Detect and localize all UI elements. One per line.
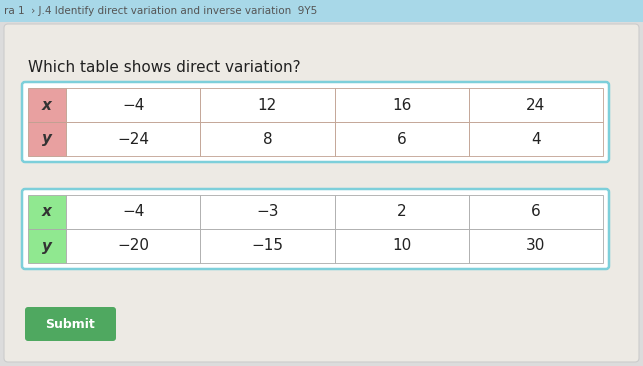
Text: 4: 4 xyxy=(531,131,541,146)
Bar xyxy=(28,229,66,263)
Bar xyxy=(334,229,469,263)
FancyBboxPatch shape xyxy=(25,307,116,341)
Bar xyxy=(200,229,334,263)
Text: −15: −15 xyxy=(251,239,284,254)
Text: x: x xyxy=(42,97,52,112)
Bar xyxy=(28,88,66,122)
Text: −20: −20 xyxy=(117,239,149,254)
Text: Submit: Submit xyxy=(45,317,95,330)
FancyBboxPatch shape xyxy=(4,24,639,362)
Bar xyxy=(469,229,603,263)
Bar xyxy=(0,0,643,22)
Text: 24: 24 xyxy=(526,97,545,112)
FancyBboxPatch shape xyxy=(22,82,609,162)
Text: −4: −4 xyxy=(122,205,144,220)
Text: −3: −3 xyxy=(256,205,278,220)
Bar xyxy=(334,195,469,229)
FancyBboxPatch shape xyxy=(22,189,609,269)
Bar xyxy=(200,195,334,229)
Text: 2: 2 xyxy=(397,205,406,220)
Text: 12: 12 xyxy=(258,97,277,112)
Text: 8: 8 xyxy=(262,131,272,146)
Bar xyxy=(469,195,603,229)
Bar xyxy=(334,122,469,156)
Bar xyxy=(66,122,200,156)
Text: 30: 30 xyxy=(526,239,545,254)
Bar xyxy=(28,195,66,229)
Text: x: x xyxy=(42,205,52,220)
Text: 10: 10 xyxy=(392,239,412,254)
Text: ra 1  › J.4 Identify direct variation and inverse variation  9Y5: ra 1 › J.4 Identify direct variation and… xyxy=(4,6,317,16)
Bar xyxy=(66,88,200,122)
Bar xyxy=(469,88,603,122)
Text: −24: −24 xyxy=(117,131,149,146)
Bar xyxy=(200,88,334,122)
Text: y: y xyxy=(42,239,52,254)
Bar xyxy=(334,88,469,122)
Text: Which table shows direct variation?: Which table shows direct variation? xyxy=(28,60,301,75)
Bar xyxy=(66,195,200,229)
Bar xyxy=(66,229,200,263)
Bar xyxy=(200,122,334,156)
Text: 6: 6 xyxy=(397,131,406,146)
Text: y: y xyxy=(42,131,52,146)
Bar xyxy=(469,122,603,156)
Text: 16: 16 xyxy=(392,97,412,112)
Text: 6: 6 xyxy=(531,205,541,220)
Text: −4: −4 xyxy=(122,97,144,112)
Bar xyxy=(28,122,66,156)
